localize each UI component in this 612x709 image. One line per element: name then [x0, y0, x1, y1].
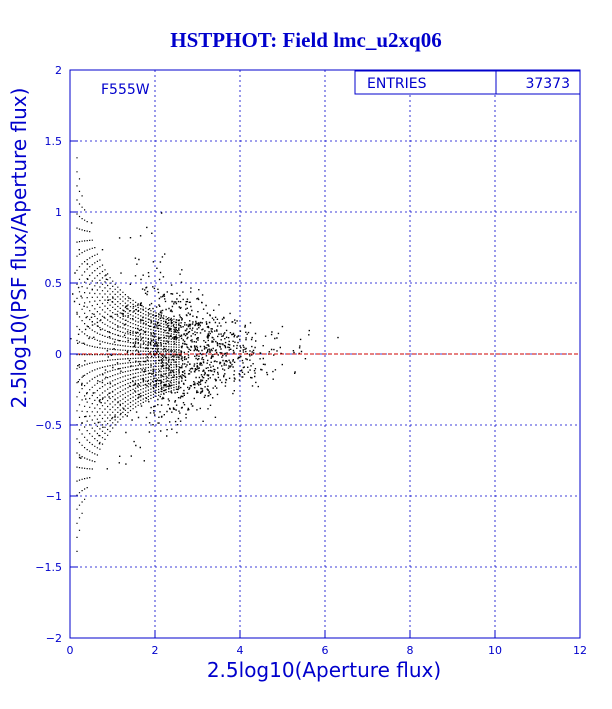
y-tick-label: −1: [46, 490, 62, 503]
y-tick-label: 1.5: [45, 135, 63, 148]
y-axis-label: 2.5log10(PSF flux/Aperture flux): [7, 88, 31, 409]
chart-title: HSTPHOT: Field lmc_u2xq06: [170, 28, 441, 52]
stats-box: ENTRIES 37373: [354, 70, 581, 95]
filter-label: F555W: [101, 82, 150, 98]
y-tick-label: −2: [46, 632, 62, 645]
y-tick-label: 1: [55, 206, 62, 219]
x-tick-label: 12: [573, 644, 587, 657]
y-tick-label: 0: [55, 348, 62, 361]
data-points: [70, 157, 339, 552]
stats-label: ENTRIES: [367, 76, 427, 92]
y-tick-label: −1.5: [35, 561, 62, 574]
stats-value: 37373: [525, 76, 570, 92]
y-tick-label: −0.5: [35, 419, 62, 432]
y-tick-label: 2: [55, 64, 62, 77]
y-tick-label: 0.5: [45, 277, 63, 290]
x-axis-label: 2.5log10(Aperture flux): [207, 658, 441, 682]
x-tick-labels: 0 2 4 6 8 10 12: [67, 630, 587, 657]
x-tick-label: 4: [237, 644, 244, 657]
x-tick-label: 2: [152, 644, 159, 657]
x-tick-label: 10: [488, 644, 502, 657]
y-tick-labels: −2 −1.5 −1 −0.5 0 0.5 1 1.5 2: [35, 64, 78, 645]
x-tick-label: 8: [407, 644, 414, 657]
scatter-points: [70, 157, 339, 552]
x-tick-label: 0: [67, 644, 74, 657]
x-tick-label: 6: [322, 644, 329, 657]
